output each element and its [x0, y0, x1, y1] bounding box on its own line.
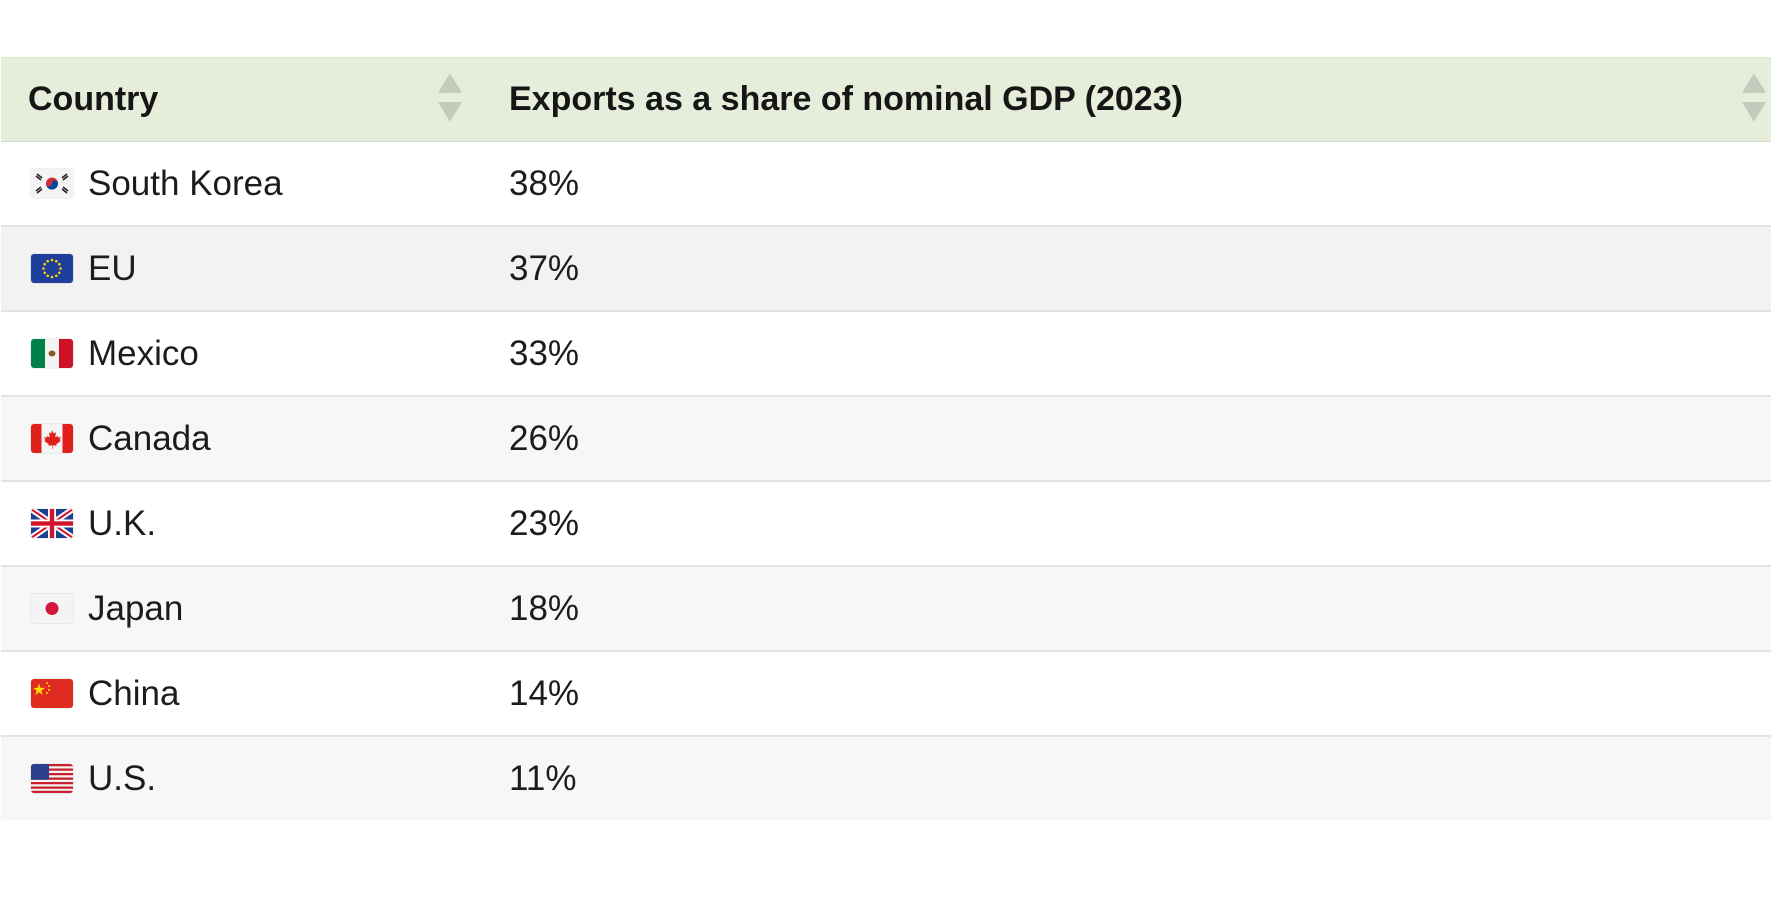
export-share-value: 14% [481, 651, 1771, 737]
sort-up-icon [1742, 73, 1766, 93]
exports-table: Country Exports as a share of nominal GD… [1, 57, 1771, 820]
header-row: Country Exports as a share of nominal GD… [1, 57, 1771, 142]
south-korea-flag-icon [31, 169, 73, 198]
country-cell: EU [1, 226, 481, 312]
export-share-value: 33% [481, 311, 1771, 397]
country-cell: South Korea [1, 141, 481, 227]
japan-flag-icon [31, 594, 73, 623]
sort-down-icon [438, 102, 462, 122]
country-cell: Canada [1, 396, 481, 482]
table-row: South Korea 38% [1, 141, 1771, 227]
country-name: EU [88, 248, 137, 288]
canada-flag-icon [31, 424, 73, 453]
us-flag-icon [31, 764, 73, 793]
country-name: South Korea [88, 163, 283, 203]
country-name: Japan [88, 588, 184, 628]
table-row: U.K. 23% [1, 481, 1771, 567]
export-share-value: 26% [481, 396, 1771, 482]
export-share-value: 11% [509, 758, 577, 798]
export-share-value: 18% [481, 566, 1771, 652]
column-header-exports[interactable]: Exports as a share of nominal GDP (2023) [481, 57, 1771, 142]
column-header-country-label: Country [28, 80, 159, 118]
table-row: U.S. 11% [1, 736, 1771, 820]
column-header-exports-label: Exports as a share of nominal GDP (2023) [509, 80, 1183, 118]
country-cell: U.K. [1, 481, 481, 567]
table-row: China 14% [1, 651, 1771, 737]
sort-arrows-icon[interactable] [1742, 71, 1766, 125]
china-flag-icon [31, 679, 73, 708]
table-row: Mexico 33% [1, 311, 1771, 397]
sort-up-icon [438, 73, 462, 93]
export-share-value: 38% [481, 141, 1771, 227]
export-share-value: 23% [481, 481, 1771, 567]
uk-flag-icon [31, 509, 73, 538]
country-cell: Mexico [1, 311, 481, 397]
mexico-flag-icon [31, 339, 73, 368]
country-cell: U.S. [1, 736, 481, 820]
table-header: Country Exports as a share of nominal GD… [1, 57, 1771, 142]
country-name: Mexico [88, 333, 199, 373]
country-cell: Japan [1, 566, 481, 652]
country-name: U.K. [88, 503, 157, 543]
table-row: Japan 18% [1, 566, 1771, 652]
country-name: China [88, 673, 180, 713]
column-header-country[interactable]: Country [1, 57, 481, 142]
eu-flag-icon [31, 254, 73, 283]
country-name: U.S. [88, 758, 157, 798]
country-name: Canada [88, 418, 211, 458]
sort-down-icon [1742, 102, 1766, 122]
export-share-value: 37% [481, 226, 1771, 312]
data-table-wrapper: Country Exports as a share of nominal GD… [1, 57, 1771, 820]
country-cell: China [1, 651, 481, 737]
table-row: Canada 26% [1, 396, 1771, 482]
table-body: South Korea 38% EU 37% Mexico 33% Canada 26% U.K… [1, 141, 1771, 820]
sort-arrows-icon[interactable] [438, 71, 462, 125]
table-row: EU 37% [1, 226, 1771, 312]
